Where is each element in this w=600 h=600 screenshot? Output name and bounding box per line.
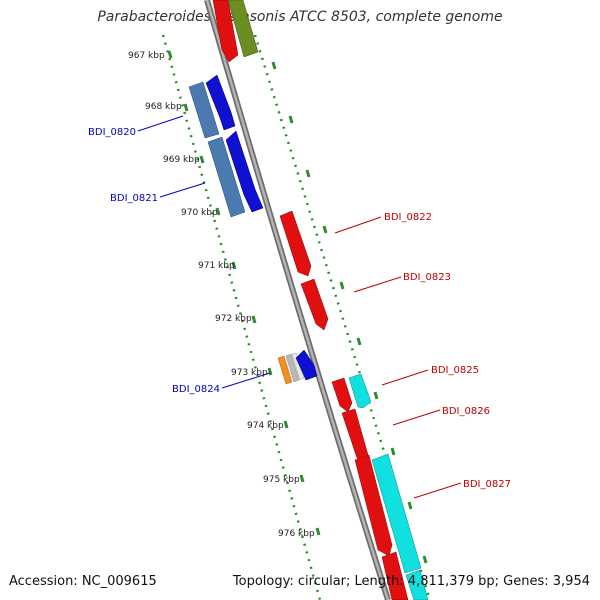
ruler-label: 972 kbp [215, 314, 252, 324]
major-tick [299, 474, 305, 483]
major-tick [199, 155, 205, 164]
ruler-label: 968 kbp [145, 102, 182, 112]
major-tick [339, 281, 345, 290]
leader-bdi-0824 [221, 372, 271, 389]
forward-genes [212, 0, 429, 600]
major-tick [288, 115, 294, 124]
gene-bottom-cyan [405, 569, 429, 600]
leader-bdi-0821 [159, 182, 206, 198]
gene-bdi-0825b [348, 373, 372, 409]
major-tick [271, 61, 277, 70]
reverse-genes [188, 74, 318, 385]
major-tick [407, 501, 413, 510]
major-tick [305, 169, 311, 178]
major-tick [315, 527, 321, 536]
map-title: Parabacteroides distasonis ATCC 8503, co… [97, 9, 503, 25]
gene-bdi-0820a [188, 81, 220, 139]
left-tick-track [161, 34, 322, 600]
gene-top-olive [227, 0, 259, 58]
major-tick [283, 420, 289, 429]
ruler-label: 971 kbp [198, 261, 235, 271]
accession-text: Accession: NC_009615 [9, 574, 157, 589]
gene-label-bdi-0821: BDI_0821 [110, 193, 158, 204]
ruler-labels: 967 kbp 968 kbp 969 kbp 970 kbp 971 kbp … [128, 51, 315, 539]
genome-info-text: Topology: circular; Length: 4,811,379 bp… [232, 574, 590, 589]
gene-bdi-0824-blue [295, 349, 318, 381]
leader-bdi-0826 [392, 409, 441, 426]
ruler-label: 973 kbp [231, 368, 268, 378]
gene-labels: BDI_0820 BDI_0821 BDI_0824 BDI_0822 BDI_… [88, 127, 511, 490]
major-ticks [167, 50, 428, 564]
ruler-label: 970 kbp [181, 208, 218, 218]
gene-bdi-0821b [225, 130, 264, 213]
major-tick [167, 50, 173, 59]
gene-bdi-0822 [279, 210, 312, 277]
gene-bdi-0827-cyan [371, 453, 422, 574]
gene-label-bdi-0823: BDI_0823 [403, 272, 451, 283]
major-tick [390, 447, 396, 456]
ruler-label: 976 kbp [278, 529, 315, 539]
gene-top-red [212, 0, 239, 63]
major-tick [322, 225, 328, 234]
leader-bdi-0822 [334, 216, 382, 234]
leader-bdi-0820 [137, 115, 184, 132]
major-tick [215, 207, 221, 216]
gene-label-bdi-0824: BDI_0824 [172, 384, 220, 395]
major-tick [251, 315, 257, 324]
gene-label-bdi-0827: BDI_0827 [463, 479, 511, 490]
gene-label-bdi-0825: BDI_0825 [431, 365, 479, 376]
label-leaders [137, 115, 462, 499]
major-tick [356, 337, 362, 346]
leader-bdi-0825 [381, 369, 429, 386]
genome-backbone-highlight [205, 0, 390, 600]
gene-bdi-0821a [207, 136, 246, 218]
gene-label-bdi-0822: BDI_0822 [384, 212, 432, 223]
gene-bdi-0824-grey [285, 353, 300, 383]
ruler-label: 975 kbp [263, 475, 300, 485]
leader-bdi-0823 [353, 276, 402, 293]
gene-bdi-0824-orange [277, 355, 293, 385]
major-tick [373, 391, 379, 400]
gene-bdi-0827-red [354, 454, 393, 557]
gene-label-bdi-0820: BDI_0820 [88, 127, 136, 138]
gene-bottom-red [381, 551, 409, 600]
leader-bdi-0827 [413, 482, 462, 499]
gene-bdi-0825a [331, 377, 353, 413]
major-tick [231, 261, 237, 270]
gene-bdi-0820b [205, 74, 236, 131]
major-tick [267, 367, 273, 376]
ruler-label: 974 kbp [247, 421, 284, 431]
gene-bdi-0824-white [291, 352, 305, 381]
ruler-label: 969 kbp [163, 155, 200, 165]
major-tick [422, 555, 428, 564]
ruler-label: 967 kbp [128, 51, 165, 61]
gene-label-bdi-0826: BDI_0826 [442, 406, 490, 417]
gene-bdi-0823 [300, 278, 329, 331]
major-tick [183, 103, 189, 112]
